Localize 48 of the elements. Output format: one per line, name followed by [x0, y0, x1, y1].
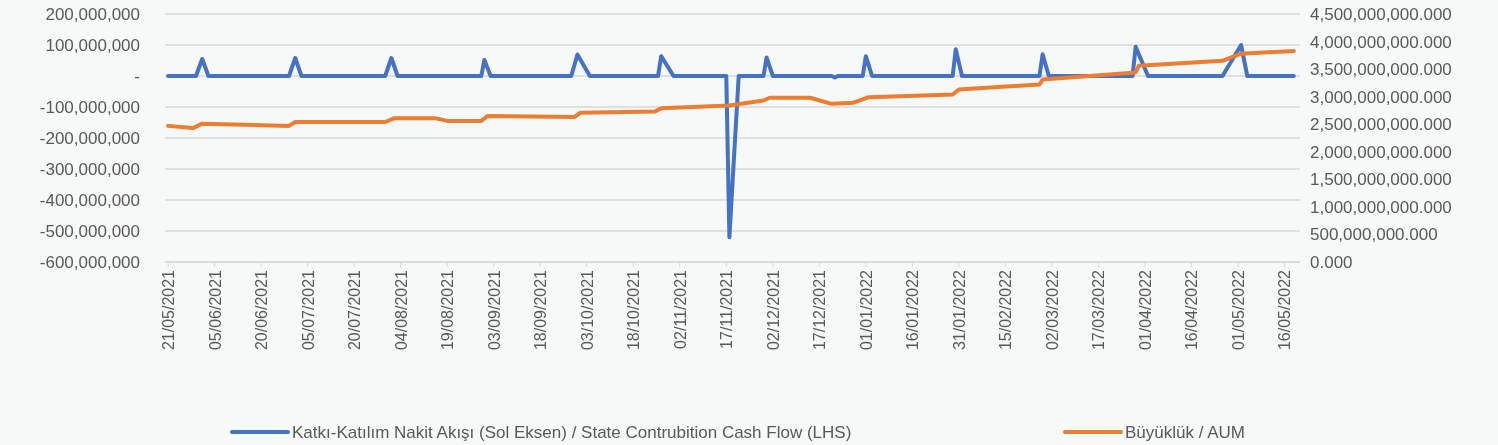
x-tick-label: 20/06/2021 [253, 269, 271, 351]
y-tick-label: -100,000,000 [39, 98, 140, 117]
y2-tick-label: 3,000,000,000.000 [1310, 87, 1452, 107]
y2-tick-label: 1,000,000,000.000 [1310, 197, 1452, 217]
y2-tick-label: 0.000 [1310, 253, 1353, 272]
x-tick-label: 19/08/2021 [439, 269, 457, 351]
x-tick-label: 18/10/2021 [625, 269, 643, 351]
y-tick-label: -500,000,000 [39, 222, 140, 241]
x-tick-label: 17/11/2021 [718, 269, 736, 349]
x-tick-label: 20/07/2021 [346, 269, 364, 351]
y2-tick-label: 3,500,000,000.000 [1310, 60, 1452, 80]
y2-tick-label: 1,500,000,000.000 [1310, 170, 1452, 190]
x-tick-label: 05/06/2021 [206, 269, 224, 351]
x-tick-label: 17/03/2022 [1090, 269, 1108, 351]
y-tick-label: -200,000,000 [39, 129, 140, 148]
x-tick-label: 21/05/2021 [160, 269, 178, 351]
x-tick-label: 18/09/2021 [532, 269, 550, 351]
x-tick-label: 04/08/2021 [392, 269, 410, 351]
legend-label: Büyüklük / AUM [1125, 423, 1245, 442]
y2-tick-label: 2,500,000,000.000 [1310, 115, 1452, 135]
line-series [166, 43, 1296, 240]
x-tick-label: 16/04/2022 [1183, 269, 1201, 351]
x-tick-label: 02/03/2022 [1043, 269, 1061, 351]
x-tick-label: 31/01/2022 [950, 269, 968, 351]
y-tick-label: 100,000,000 [45, 36, 140, 55]
legend-label: Katkı-Katılım Nakit Akışı (Sol Eksen) / State Contrubition Cash Flow (LHS) [292, 423, 852, 442]
x-tick-label: 01/05/2022 [1229, 269, 1247, 351]
x-tick-label: 01/04/2022 [1136, 269, 1154, 351]
y2-tick-label: 4,000,000,000.000 [1310, 32, 1452, 52]
x-tick-label: 16/05/2022 [1276, 269, 1294, 351]
line-series [166, 48, 1296, 131]
x-tick-label: 16/01/2022 [904, 269, 922, 351]
y-tick-label: -400,000,000 [39, 191, 140, 210]
y-tick-label: - [134, 67, 140, 86]
x-tick-label: 15/02/2022 [997, 269, 1015, 351]
y-tick-label: 200,000,000 [45, 5, 140, 24]
x-tick-label: 02/11/2021 [671, 269, 689, 349]
x-tick-label: 17/12/2021 [811, 269, 829, 351]
x-tick-label: 01/01/2022 [857, 269, 875, 351]
x-tick-label: 02/12/2021 [764, 269, 782, 351]
y-tick-label: -600,000,000 [39, 253, 140, 272]
x-tick-label: 05/07/2021 [299, 269, 317, 351]
y-tick-label: -300,000,000 [39, 160, 140, 179]
x-tick-label: 03/10/2021 [578, 269, 596, 351]
y2-tick-label: 2,000,000,000.000 [1310, 142, 1452, 162]
y2-tick-label: 4,500,000,000.000 [1310, 5, 1452, 24]
x-tick-label: 03/09/2021 [485, 269, 503, 351]
y2-tick-label: 500,000,000.000 [1310, 225, 1438, 245]
